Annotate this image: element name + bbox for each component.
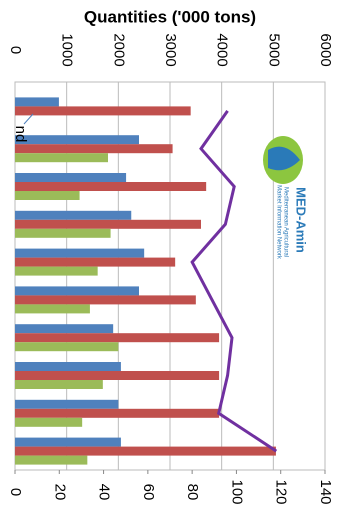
bar xyxy=(15,371,220,380)
y-tick-label: 1000 xyxy=(59,33,76,66)
logo: MED-Amin Mediterranean Agricultural Mark… xyxy=(263,136,309,260)
bar xyxy=(15,417,83,427)
y2-tick-label: 0 xyxy=(7,488,24,496)
annotation-leader xyxy=(23,113,34,125)
y-tick-label: 5000 xyxy=(265,33,282,66)
bar xyxy=(15,446,276,456)
bar xyxy=(15,333,220,343)
bar xyxy=(15,97,59,107)
y2-tick-label: 20 xyxy=(51,484,68,501)
bar xyxy=(15,257,176,267)
bar xyxy=(15,135,139,145)
line xyxy=(190,110,278,453)
bar xyxy=(15,380,103,389)
bar xyxy=(15,248,145,258)
y2-tick-label: 80 xyxy=(184,484,201,501)
y2-tick-label: 40 xyxy=(96,484,113,501)
bar xyxy=(15,144,173,154)
logo-text: Mediterranean Agricultural xyxy=(282,187,288,257)
bar xyxy=(15,173,127,182)
bar xyxy=(15,455,88,465)
annotation: nd xyxy=(12,126,29,143)
bar xyxy=(15,210,132,220)
bar xyxy=(15,266,98,276)
bar xyxy=(15,437,121,447)
logo-shape xyxy=(268,146,300,171)
bar xyxy=(15,342,119,352)
bar xyxy=(15,399,119,409)
chart-title: Quantities ('000 tons) xyxy=(84,7,256,26)
logo-text: Market Information Network xyxy=(275,185,281,260)
y2-tick-label: 120 xyxy=(273,479,290,504)
y-tick-label: 2000 xyxy=(110,33,127,66)
y-tick-label: 6000 xyxy=(317,33,334,66)
y2-tick-label: 140 xyxy=(317,479,334,504)
bar xyxy=(15,106,191,116)
y-tick-label: 0 xyxy=(7,46,24,54)
bar xyxy=(15,182,207,191)
bar xyxy=(15,219,201,229)
bar xyxy=(15,228,111,238)
bar xyxy=(15,191,80,200)
bar xyxy=(15,286,139,296)
bar xyxy=(15,304,90,314)
bar xyxy=(15,408,220,418)
bar xyxy=(15,295,196,305)
bar xyxy=(15,362,121,371)
y2-tick-label: 100 xyxy=(228,479,245,504)
bar xyxy=(15,324,114,334)
logo-name: MED-Amin xyxy=(294,187,309,253)
bar xyxy=(15,153,108,163)
y-tick-label: 4000 xyxy=(214,33,231,66)
y-tick-label: 3000 xyxy=(162,33,179,66)
y2-tick-label: 60 xyxy=(140,484,157,501)
